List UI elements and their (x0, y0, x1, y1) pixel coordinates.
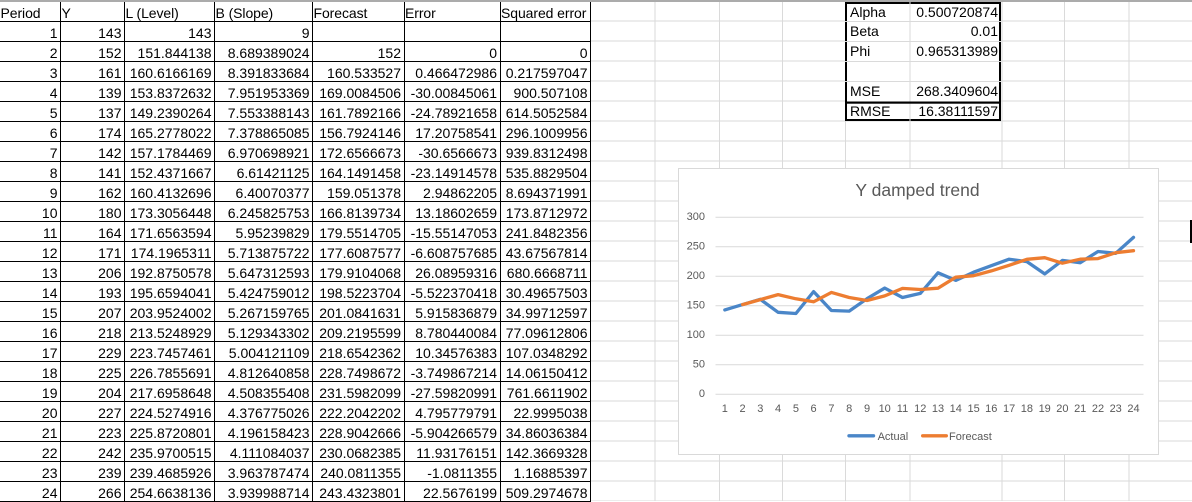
svg-text:2: 2 (740, 403, 746, 415)
svg-text:21: 21 (1074, 403, 1086, 415)
svg-text:13: 13 (932, 403, 944, 415)
svg-text:5: 5 (793, 403, 799, 415)
svg-text:16: 16 (985, 403, 997, 415)
svg-text:14: 14 (950, 403, 962, 415)
svg-text:200: 200 (687, 270, 705, 282)
svg-text:19: 19 (1039, 403, 1051, 415)
svg-text:3: 3 (757, 403, 763, 415)
svg-text:Y damped trend: Y damped trend (855, 180, 979, 200)
svg-text:250: 250 (687, 241, 705, 253)
svg-text:12: 12 (914, 403, 926, 415)
svg-text:18: 18 (1021, 403, 1033, 415)
svg-text:15: 15 (967, 403, 979, 415)
svg-text:6: 6 (811, 403, 817, 415)
svg-text:8: 8 (846, 403, 852, 415)
svg-text:24: 24 (1127, 403, 1139, 415)
svg-text:4: 4 (775, 403, 781, 415)
svg-text:50: 50 (693, 359, 705, 371)
svg-text:300: 300 (687, 211, 705, 223)
svg-text:23: 23 (1110, 403, 1122, 415)
svg-text:20: 20 (1056, 403, 1068, 415)
svg-text:100: 100 (687, 329, 705, 341)
svg-text:22: 22 (1092, 403, 1104, 415)
svg-text:11: 11 (897, 403, 908, 415)
svg-text:150: 150 (687, 300, 705, 312)
svg-text:1: 1 (722, 403, 728, 415)
svg-text:Actual: Actual (878, 431, 909, 443)
svg-text:0: 0 (699, 388, 705, 400)
svg-text:10: 10 (879, 403, 891, 415)
svg-text:17: 17 (1003, 403, 1015, 415)
svg-text:7: 7 (828, 403, 834, 415)
svg-text:9: 9 (864, 403, 870, 415)
svg-text:Forecast: Forecast (949, 431, 992, 443)
